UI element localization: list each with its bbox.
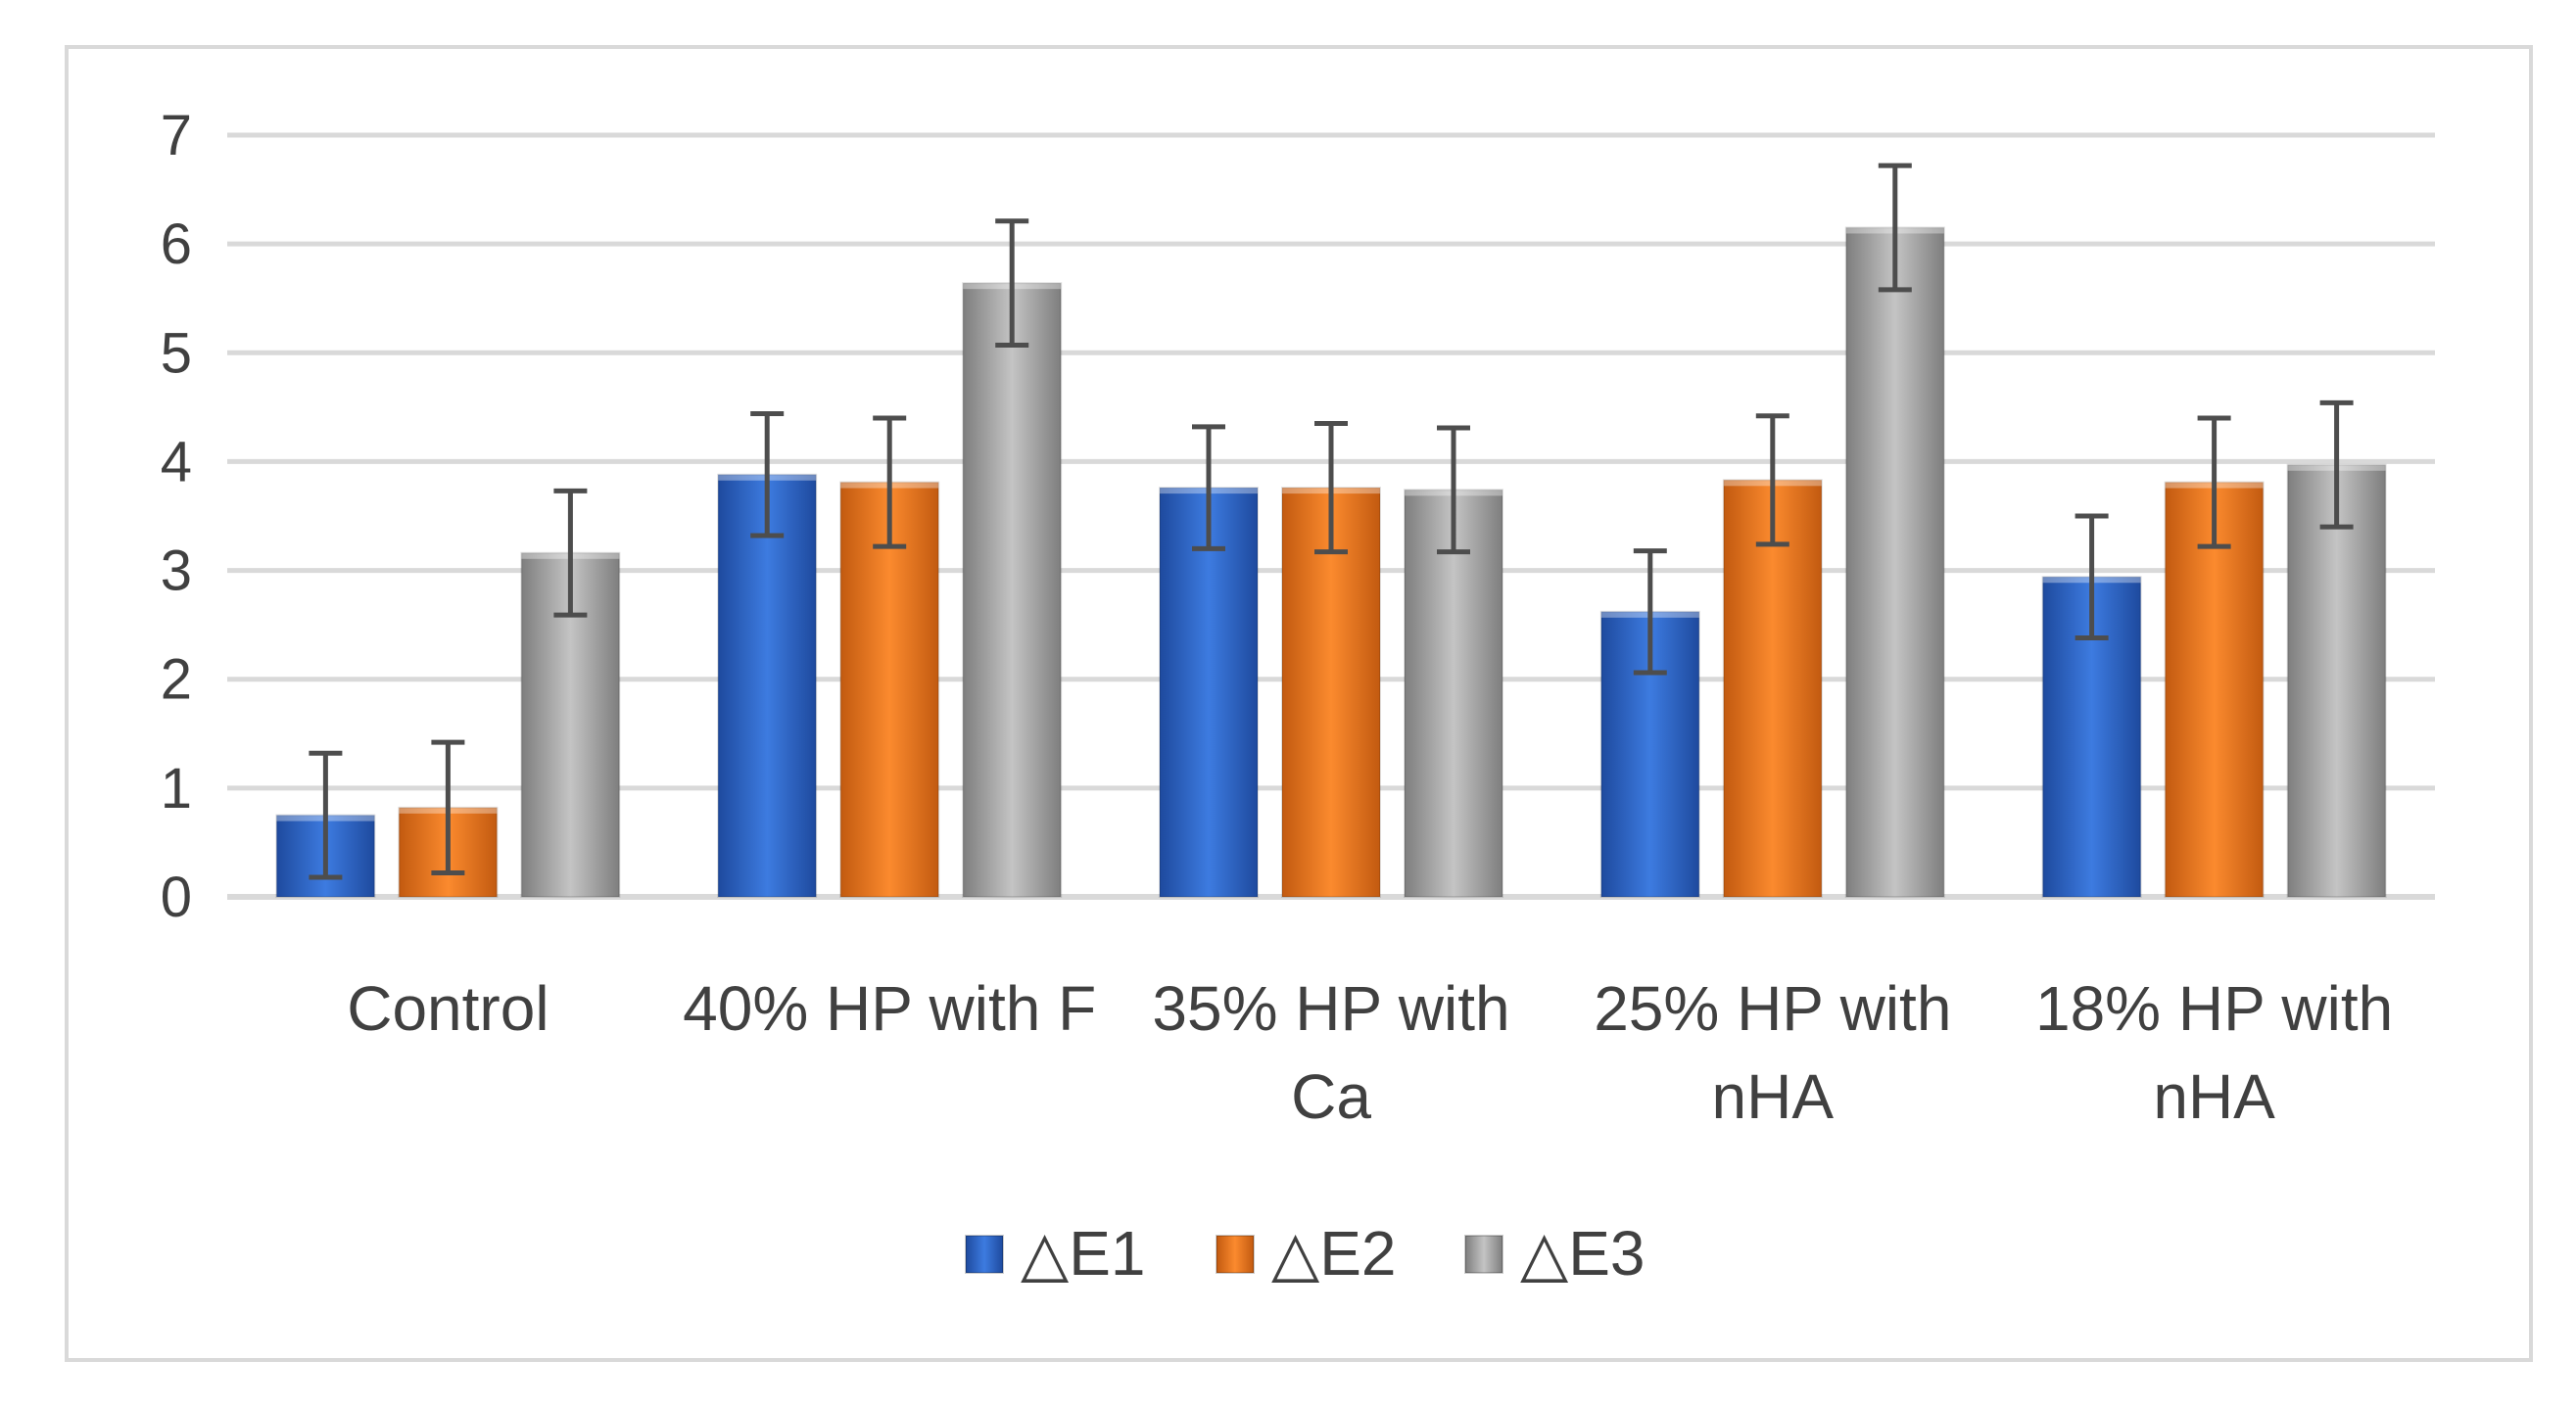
x-category-label: 25% HP with xyxy=(1594,973,1951,1044)
bar-chart: 0 1 2 3 4 5 6 7 Control 40% HP with F 35% HP with… xyxy=(161,104,2435,1289)
x-category-label: 40% HP with F xyxy=(683,973,1096,1044)
x-axis-category-labels: Control 40% HP with F 35% HP with Ca 25% HP … xyxy=(347,973,2393,1132)
legend-label-3: △E3 xyxy=(1520,1218,1646,1289)
bar-3-2 xyxy=(962,282,1063,898)
chart-frame: 0 1 2 3 4 5 6 7 Control 40% HP with F 35% HP with… xyxy=(65,45,2533,1362)
x-category-label: nHA xyxy=(1712,1061,1835,1132)
legend-swatch-3 xyxy=(1464,1235,1503,1274)
y-tick-label: 2 xyxy=(161,648,192,712)
y-axis-tick-labels: 0 1 2 3 4 5 6 7 xyxy=(161,104,192,929)
bar-1-2 xyxy=(717,473,818,898)
x-category-label: nHA xyxy=(2153,1061,2275,1132)
x-category-label: 35% HP with xyxy=(1152,973,1509,1044)
x-category-label: Ca xyxy=(1291,1061,1371,1132)
y-tick-label: 1 xyxy=(161,757,192,821)
y-tick-label: 7 xyxy=(161,104,192,167)
bar-2-5 xyxy=(2164,481,2265,898)
bar-3-5 xyxy=(2286,463,2387,898)
x-category-label: 18% HP with xyxy=(2035,973,2393,1044)
legend-swatch-1 xyxy=(965,1235,1004,1274)
error-bars xyxy=(309,163,2354,880)
y-tick-label: 5 xyxy=(161,321,192,385)
legend-label-2: △E2 xyxy=(1271,1218,1397,1289)
bar-3-4 xyxy=(1844,226,1945,898)
bar-2-3 xyxy=(1281,487,1381,898)
legend-swatch-2 xyxy=(1216,1235,1255,1274)
y-tick-label: 3 xyxy=(161,539,192,603)
bar-3-3 xyxy=(1404,489,1503,898)
legend: △E1 △E2 △E3 xyxy=(965,1218,1646,1289)
bar-1-3 xyxy=(1159,487,1259,898)
x-category-label: Control xyxy=(347,973,549,1044)
y-tick-label: 4 xyxy=(161,430,192,493)
bar-2-4 xyxy=(1722,479,1823,898)
y-tick-label: 6 xyxy=(161,212,192,276)
bar-2-2 xyxy=(839,481,940,898)
bars xyxy=(275,226,2387,899)
legend-label-1: △E1 xyxy=(1021,1218,1146,1289)
y-tick-label: 0 xyxy=(161,866,192,929)
